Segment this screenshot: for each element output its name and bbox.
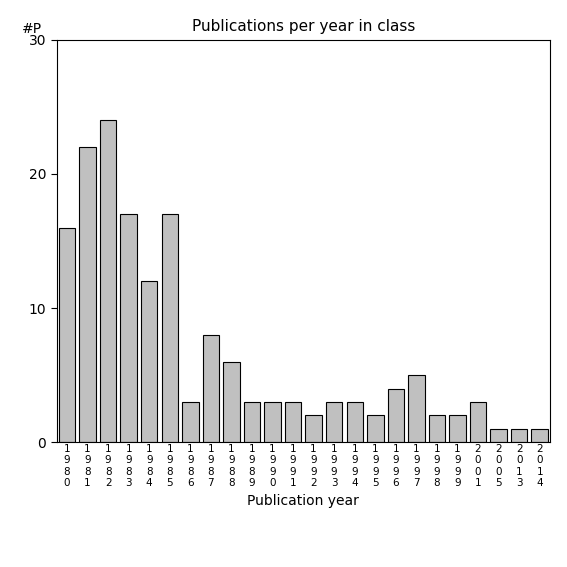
Bar [429,416,445,442]
Bar [223,362,240,442]
Bar [367,416,383,442]
Bar [346,402,363,442]
Bar [511,429,527,442]
Bar [470,402,486,442]
Title: Publications per year in class: Publications per year in class [192,19,415,35]
Bar [326,402,342,442]
Text: #P: #P [22,22,43,36]
Bar [408,375,425,442]
X-axis label: Publication year: Publication year [247,494,359,508]
Bar [285,402,301,442]
Bar [449,416,466,442]
Bar [162,214,178,442]
Bar [244,402,260,442]
Bar [202,335,219,442]
Bar [531,429,548,442]
Bar [141,281,158,442]
Bar [306,416,322,442]
Bar [59,227,75,442]
Bar [120,214,137,442]
Bar [182,402,198,442]
Bar [264,402,281,442]
Bar [388,388,404,442]
Bar [79,147,96,442]
Bar [100,120,116,442]
Bar [490,429,507,442]
